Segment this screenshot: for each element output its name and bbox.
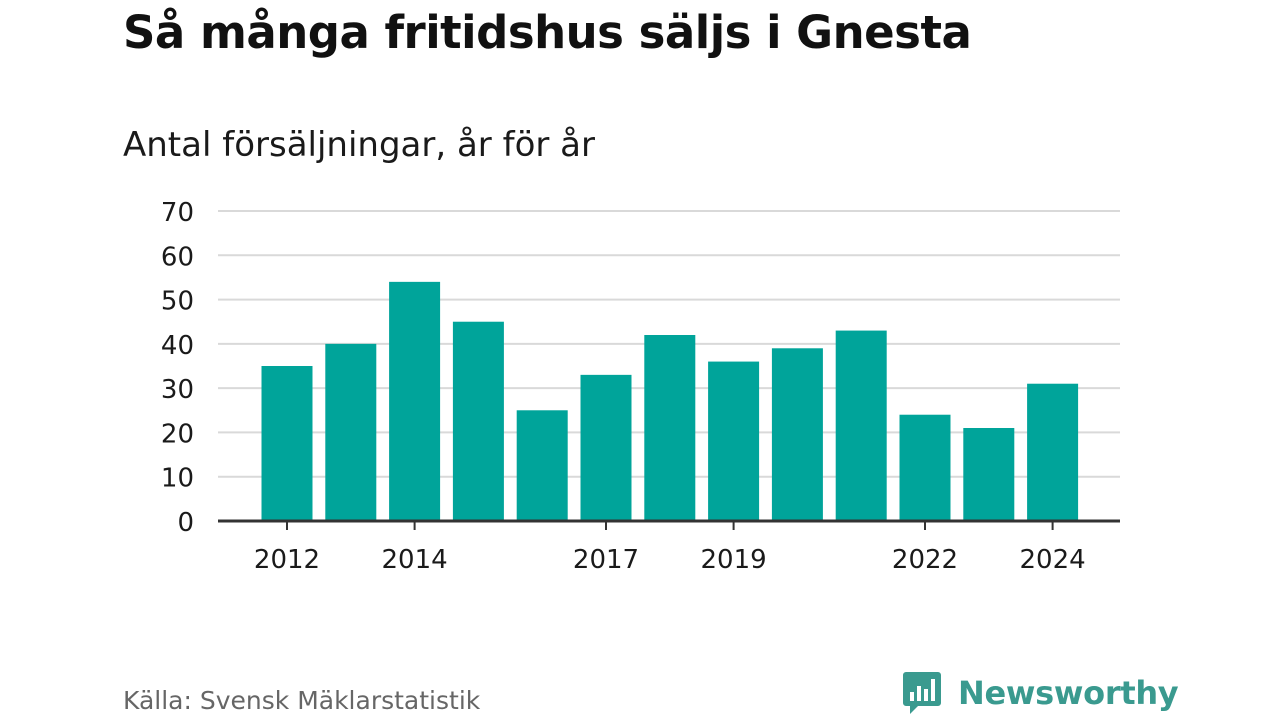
chart-subtitle: Antal försäljningar, år för år [123, 125, 595, 165]
bar-chart: 0 10 20 30 40 50 60 70 2012 2014 2017 2019 2022 2024 [161, 198, 1120, 575]
x-tick-label: 2017 [573, 545, 639, 575]
bar-2015 [452, 321, 504, 521]
source-note: Källa: Svensk Mäklarstatistik [123, 686, 481, 715]
x-tick-label: 2014 [382, 545, 448, 575]
y-tick-label: 40 [161, 331, 194, 361]
y-tick-label: 70 [161, 198, 194, 228]
x-tick-label: 2019 [701, 545, 767, 575]
y-tick-label: 10 [161, 464, 194, 494]
bar-2016 [516, 410, 568, 521]
x-tick-label: 2012 [254, 545, 320, 575]
bar-2012 [261, 366, 313, 521]
y-tick-label: 50 [161, 287, 194, 317]
bar-2019 [708, 361, 760, 521]
brand-name: Newsworthy [958, 674, 1179, 712]
bar-2013 [325, 343, 377, 521]
bar-2024 [1027, 383, 1079, 521]
bar-2014 [389, 281, 441, 521]
bar-2021 [835, 330, 887, 521]
y-tick-label: 0 [177, 508, 194, 538]
bar-2020 [771, 348, 823, 521]
bar-2023 [963, 428, 1015, 521]
y-tick-label: 30 [161, 375, 194, 405]
bar-2022 [899, 414, 951, 521]
chart-title: Så många fritidshus säljs i Gnesta [123, 6, 972, 59]
y-tick-label: 20 [161, 419, 194, 449]
x-tick-label: 2024 [1020, 545, 1086, 575]
y-tick-label: 60 [161, 242, 194, 272]
bar-2017 [580, 374, 632, 521]
x-tick-label: 2022 [892, 545, 958, 575]
brand-logo: Newsworthy [902, 670, 1179, 716]
newsworthy-chart-bubble-icon [903, 672, 941, 714]
bar-2018 [644, 335, 696, 521]
